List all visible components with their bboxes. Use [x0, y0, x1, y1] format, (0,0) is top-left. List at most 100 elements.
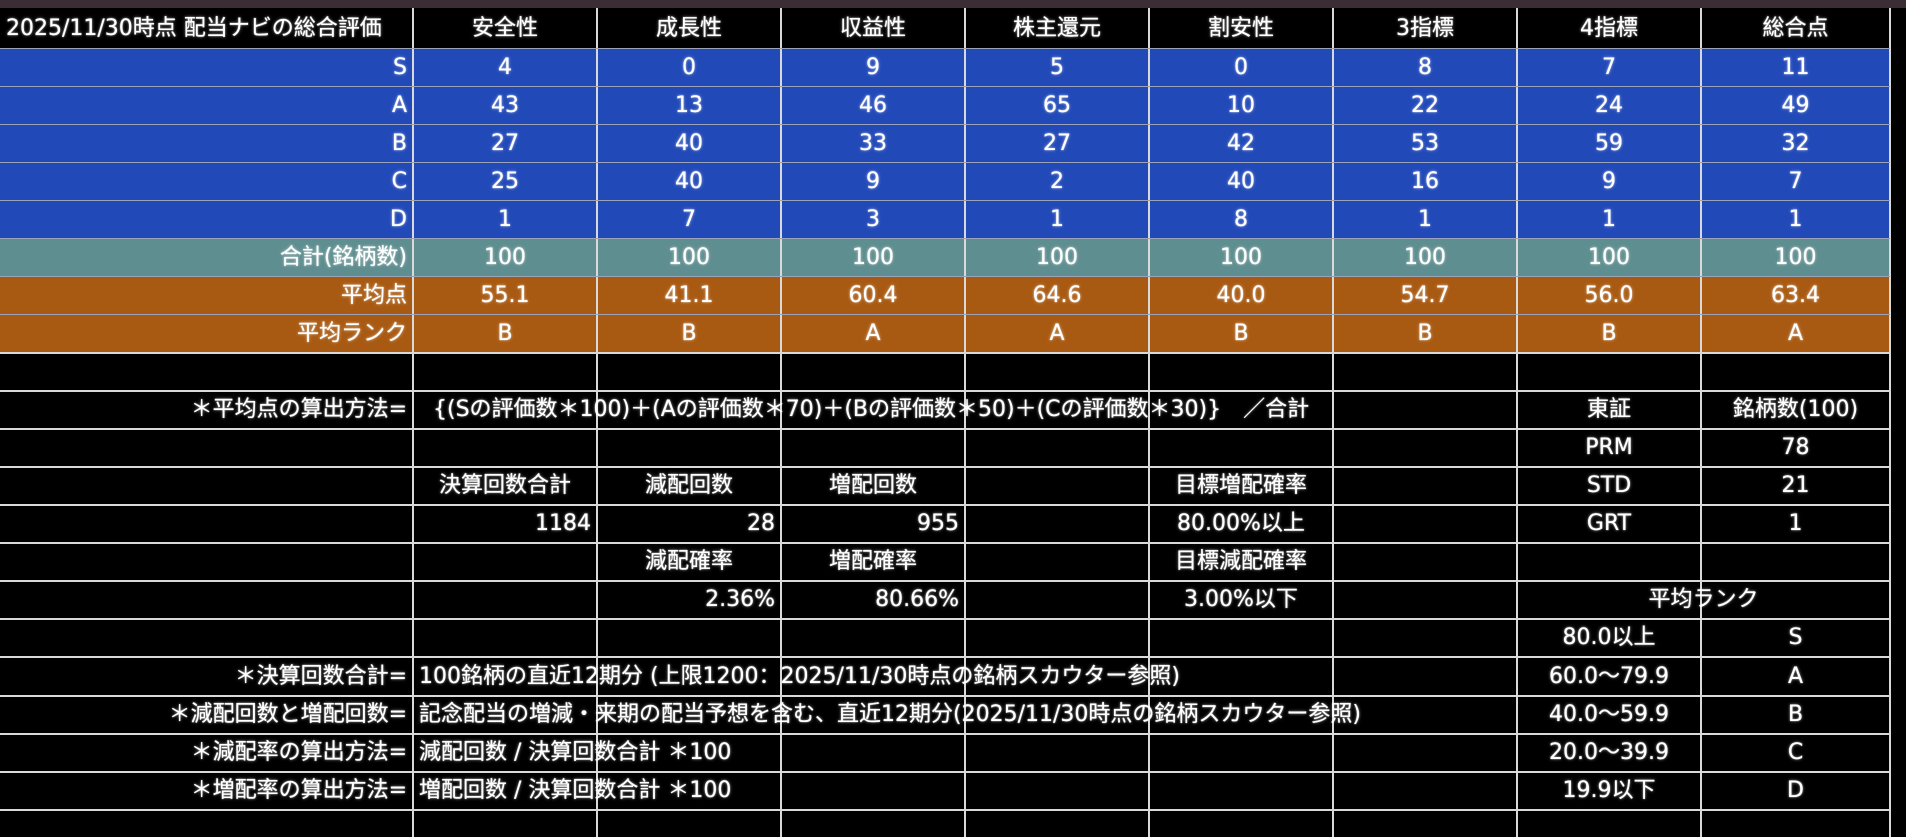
- rank-count-cell[interactable]: 49: [1781, 93, 1810, 118]
- rank-scale-range[interactable]: 60.0〜79.9: [1549, 663, 1669, 689]
- rank-count-cell[interactable]: 1: [1602, 207, 1616, 232]
- rank-count-cell[interactable]: 24: [1595, 93, 1623, 118]
- total-label[interactable]: 合計(銘柄数): [279, 245, 407, 270]
- average-rank-cell[interactable]: B: [681, 321, 697, 346]
- average-cell[interactable]: 41.1: [664, 283, 714, 308]
- rank-count-cell[interactable]: 13: [675, 93, 703, 118]
- note-text[interactable]: 減配回数 / 決算回数合計 ＊100: [419, 740, 732, 765]
- total-cell[interactable]: 100: [1588, 245, 1630, 270]
- formula-label[interactable]: ＊平均点の算出方法=: [190, 397, 407, 422]
- rank-count-cell[interactable]: 40: [1227, 169, 1255, 194]
- rank-count-cell[interactable]: 2: [1050, 169, 1064, 194]
- rank-count-cell[interactable]: 16: [1411, 169, 1439, 194]
- note-label[interactable]: ＊決算回数合計=: [234, 663, 407, 689]
- market-count-header[interactable]: 銘柄数(100): [1732, 397, 1859, 422]
- rank-count-cell[interactable]: 3: [866, 207, 880, 232]
- rank-count-cell[interactable]: 1: [1788, 207, 1803, 232]
- target-cut-value[interactable]: 3.00%以下: [1184, 587, 1298, 612]
- cut-rate-value[interactable]: 2.36%: [705, 587, 775, 612]
- rank-count-cell[interactable]: 9: [866, 169, 880, 194]
- market-count[interactable]: 1: [1788, 511, 1803, 536]
- average-rank-cell[interactable]: B: [1417, 321, 1433, 346]
- market-count[interactable]: 78: [1781, 435, 1810, 460]
- market-name[interactable]: PRM: [1585, 435, 1633, 460]
- note-label[interactable]: ＊増配率の算出方法=: [190, 778, 407, 803]
- note-text[interactable]: 増配回数 / 決算回数合計 ＊100: [419, 778, 732, 803]
- settlement-total-value[interactable]: 1184: [535, 511, 591, 536]
- average-rank-cell[interactable]: B: [1601, 321, 1617, 346]
- rank-count-cell[interactable]: 7: [1788, 169, 1803, 194]
- column-header[interactable]: 総合点: [1762, 15, 1829, 41]
- market-count[interactable]: 21: [1781, 473, 1810, 498]
- raise-count-label[interactable]: 増配回数: [828, 473, 917, 498]
- average-cell[interactable]: 60.4: [848, 283, 898, 308]
- column-header[interactable]: 4指標: [1580, 15, 1638, 41]
- rank-label[interactable]: A: [391, 93, 407, 118]
- column-header[interactable]: 3指標: [1396, 15, 1454, 41]
- average-cell[interactable]: 54.7: [1400, 283, 1450, 308]
- average-rank-cell[interactable]: B: [497, 321, 513, 346]
- rank-scale-rank[interactable]: D: [1787, 778, 1804, 803]
- average-cell[interactable]: 55.1: [480, 283, 530, 308]
- rank-count-cell[interactable]: 5: [1050, 55, 1064, 80]
- settlement-total-label[interactable]: 決算回数合計: [438, 473, 571, 498]
- total-cell[interactable]: 100: [484, 245, 526, 270]
- rank-count-cell[interactable]: 0: [682, 55, 696, 80]
- rank-count-cell[interactable]: 22: [1411, 93, 1439, 118]
- rank-scale-range[interactable]: 40.0〜59.9: [1549, 702, 1669, 727]
- average-cell[interactable]: 64.6: [1032, 283, 1082, 308]
- rank-count-cell[interactable]: 1: [1050, 207, 1064, 232]
- rank-count-cell[interactable]: 7: [682, 207, 696, 232]
- rank-count-cell[interactable]: 9: [1602, 169, 1616, 194]
- total-cell[interactable]: 100: [668, 245, 710, 270]
- average-cell[interactable]: 56.0: [1584, 283, 1634, 308]
- raise-count-value[interactable]: 955: [917, 511, 959, 536]
- rank-count-cell[interactable]: 27: [1043, 131, 1071, 156]
- average-cell[interactable]: 63.4: [1771, 283, 1820, 308]
- total-cell[interactable]: 100: [1036, 245, 1078, 270]
- average-rank-cell[interactable]: A: [1787, 321, 1804, 346]
- rank-scale-rank[interactable]: S: [1788, 625, 1803, 650]
- average-label[interactable]: 平均点: [340, 283, 407, 308]
- target-raise-value[interactable]: 80.00%以上: [1177, 511, 1305, 536]
- total-cell[interactable]: 100: [1404, 245, 1446, 270]
- total-cell[interactable]: 100: [1220, 245, 1262, 270]
- raise-rate-value[interactable]: 80.66%: [875, 587, 959, 612]
- column-header[interactable]: 安全性: [471, 15, 538, 41]
- rank-count-cell[interactable]: 53: [1411, 131, 1439, 156]
- note-text[interactable]: 記念配当の増減・来期の配当予想を含む、直近12期分(2025/11/30時点の銘…: [419, 702, 1361, 727]
- rank-scale-rank[interactable]: B: [1787, 702, 1804, 727]
- average-rank-cell[interactable]: A: [1049, 321, 1065, 346]
- cut-rate-label[interactable]: 減配確率: [644, 549, 733, 574]
- total-cell[interactable]: 100: [1774, 245, 1817, 270]
- market-name[interactable]: STD: [1586, 473, 1632, 498]
- rank-count-cell[interactable]: 1: [1418, 207, 1432, 232]
- cut-count-value[interactable]: 28: [747, 511, 775, 536]
- target-cut-label[interactable]: 目標減配確率: [1174, 549, 1307, 574]
- rank-count-cell[interactable]: 27: [491, 131, 519, 156]
- note-label[interactable]: ＊減配回数と増配回数=: [168, 702, 407, 727]
- rank-label[interactable]: S: [393, 55, 407, 80]
- column-header[interactable]: 成長性: [655, 15, 722, 41]
- formula-text[interactable]: {(Sの評価数＊100)＋(Aの評価数＊70)＋(Bの評価数＊50)＋(Cの評価…: [433, 397, 1310, 422]
- market-name[interactable]: GRT: [1586, 511, 1632, 536]
- rank-count-cell[interactable]: 32: [1781, 131, 1810, 156]
- rank-label[interactable]: B: [391, 131, 407, 156]
- rank-count-cell[interactable]: 46: [859, 93, 887, 118]
- cut-count-label[interactable]: 減配回数: [644, 473, 733, 498]
- note-text[interactable]: 100銘柄の直近12期分 (上限1200：2025/11/30時点の銘柄スカウタ…: [419, 663, 1180, 689]
- column-header[interactable]: 収益性: [839, 15, 906, 41]
- average-rank-cell[interactable]: A: [865, 321, 881, 346]
- rank-scale-title[interactable]: 平均ランク: [1648, 587, 1759, 612]
- rank-count-cell[interactable]: 43: [491, 93, 519, 118]
- average-rank-label[interactable]: 平均ランク: [296, 321, 407, 346]
- rank-count-cell[interactable]: 0: [1234, 55, 1248, 80]
- rank-label[interactable]: D: [390, 207, 407, 232]
- rank-count-cell[interactable]: 25: [491, 169, 519, 194]
- rank-count-cell[interactable]: 59: [1595, 131, 1623, 156]
- rank-count-cell[interactable]: 42: [1227, 131, 1255, 156]
- rank-count-cell[interactable]: 40: [675, 169, 703, 194]
- sheet-title[interactable]: 2025/11/30時点 配当ナビの総合評価: [6, 15, 382, 41]
- total-cell[interactable]: 100: [852, 245, 894, 270]
- column-header[interactable]: 株主還元: [1012, 15, 1101, 41]
